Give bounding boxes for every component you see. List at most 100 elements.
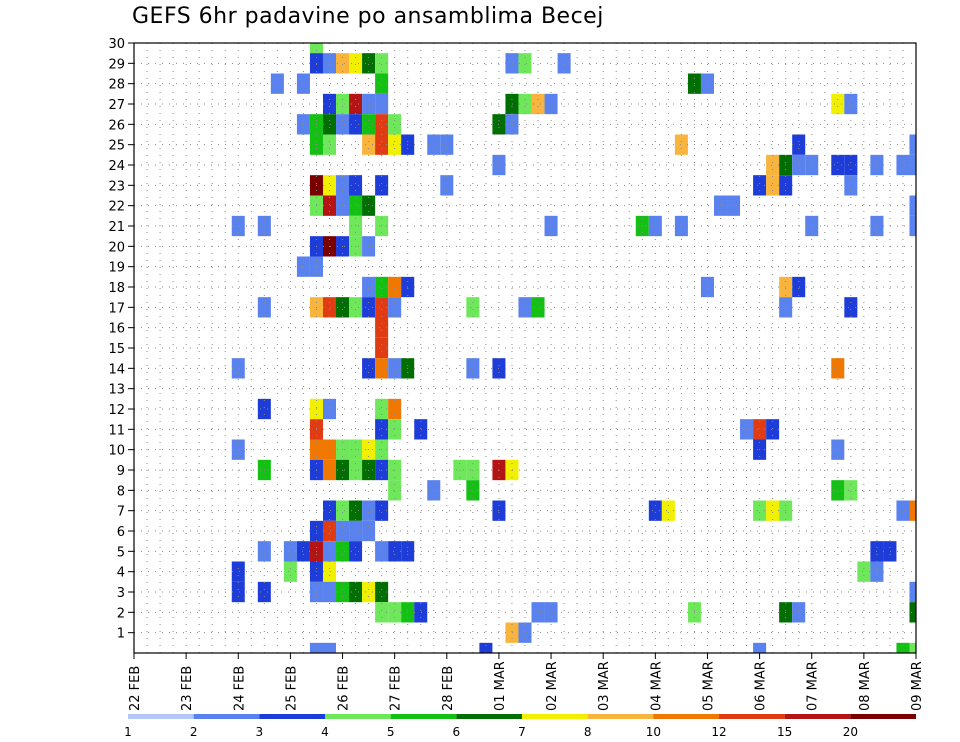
y-tick-label: 11 (108, 423, 125, 438)
colorbar-label: 7 (518, 725, 526, 739)
heatmap-cell (831, 93, 845, 115)
heatmap-cell (362, 500, 376, 521)
heatmap-cell (388, 419, 402, 440)
heatmap-cell (296, 256, 310, 277)
heatmap-cell (336, 114, 350, 135)
heatmap-cell (531, 93, 545, 115)
heatmap-cell (700, 276, 714, 298)
heatmap-cell (505, 93, 519, 115)
heatmap-cell (375, 398, 389, 420)
colorbar-label: 20 (843, 725, 858, 739)
heatmap-cell (336, 500, 350, 521)
heatmap-cell (648, 500, 662, 521)
heatmap-cell (713, 195, 728, 216)
colorbar-swatch (653, 714, 719, 719)
heatmap-cell (336, 195, 350, 216)
colorbar-label: 1 (124, 725, 132, 739)
heatmap-cell (375, 602, 389, 623)
chart-title: GEFS 6hr padavine po ansamblima Becej (132, 4, 604, 29)
heatmap-cell (336, 93, 350, 115)
heatmap-cell (909, 195, 916, 216)
heatmap-cell (362, 53, 376, 74)
heatmap-cell (375, 297, 389, 318)
heatmap-cell (322, 175, 337, 196)
heatmap-cell (753, 500, 767, 521)
y-tick-label: 6 (117, 525, 125, 540)
heatmap-cell (753, 642, 767, 653)
heatmap-cell (362, 297, 376, 318)
y-tick-label: 20 (108, 240, 125, 255)
heatmap-cell (349, 581, 363, 603)
heatmap-cell (231, 581, 245, 603)
colorbar-label: 4 (321, 725, 329, 739)
heatmap-cell (388, 358, 402, 379)
colorbar-swatch (390, 714, 457, 719)
heatmap-cell (362, 358, 376, 379)
heatmap-cell (375, 317, 389, 338)
y-tick-label: 27 (108, 98, 125, 113)
heatmap-cell (309, 43, 323, 54)
x-tick-label: 25 FEB (284, 666, 299, 711)
heatmap-cell (753, 175, 767, 196)
heatmap-cell (375, 276, 389, 298)
y-tick-label: 17 (108, 301, 125, 316)
heatmap-cell (322, 195, 337, 216)
heatmap-cell (557, 53, 571, 74)
heatmap-cell (896, 500, 910, 521)
colorbar-swatch (850, 714, 916, 719)
heatmap-cell (349, 53, 363, 74)
y-tick-label: 22 (108, 200, 125, 215)
heatmap-cell (322, 581, 337, 603)
heatmap-cell (349, 195, 363, 216)
heatmap-cell (388, 134, 402, 155)
heatmap-cell (544, 602, 558, 623)
heatmap-cell (388, 480, 402, 501)
heatmap-cell (844, 175, 858, 196)
heatmap-cell (231, 358, 245, 379)
y-tick-label: 16 (108, 322, 125, 337)
heatmap-cell (375, 73, 389, 94)
heatmap-cell (388, 276, 402, 298)
heatmap-cell (322, 398, 337, 420)
heatmap-cell (336, 581, 350, 603)
colorbar-label: 2 (190, 725, 198, 739)
heatmap-cell (414, 602, 428, 623)
heatmap-cell (427, 134, 441, 155)
colorbar-swatch (193, 714, 260, 719)
colorbar-label: 15 (777, 725, 792, 739)
heatmap-cell (753, 419, 767, 440)
heatmap-cell (309, 642, 323, 653)
heatmap-cell (336, 53, 350, 74)
heatmap-cell (375, 93, 389, 115)
heatmap-cell (349, 520, 363, 542)
heatmap-cell (349, 500, 363, 521)
heatmap-cell (388, 602, 402, 623)
heatmap-cell (296, 73, 310, 94)
heatmap-cell (896, 154, 910, 176)
heatmap-cell (414, 419, 428, 440)
y-tick-label: 19 (108, 261, 125, 276)
heatmap-cell (466, 480, 480, 501)
heatmap-cell (296, 541, 310, 562)
colorbar-label: 5 (387, 725, 395, 739)
y-tick-label: 4 (117, 566, 125, 581)
heatmap-cell (283, 541, 297, 562)
heatmap-cell (544, 93, 558, 115)
heatmap-cell (257, 398, 271, 420)
x-tick-label: 04 MAR (649, 661, 664, 711)
heatmap-cell (466, 358, 480, 379)
heatmap-cell (792, 602, 806, 623)
colorbar-swatch (587, 714, 654, 719)
heatmap-cell (349, 175, 363, 196)
heatmap-cell (831, 154, 845, 176)
colorbar-label: 3 (256, 725, 264, 739)
colorbar-swatch (128, 714, 194, 719)
heatmap-cell (375, 541, 389, 562)
colorbar-label: 8 (584, 725, 592, 739)
heatmap-cell (831, 480, 845, 501)
heatmap-cell (322, 541, 337, 562)
y-tick-label: 1 (117, 627, 125, 642)
heatmap-cell (296, 114, 310, 135)
heatmap-cell (375, 581, 389, 603)
